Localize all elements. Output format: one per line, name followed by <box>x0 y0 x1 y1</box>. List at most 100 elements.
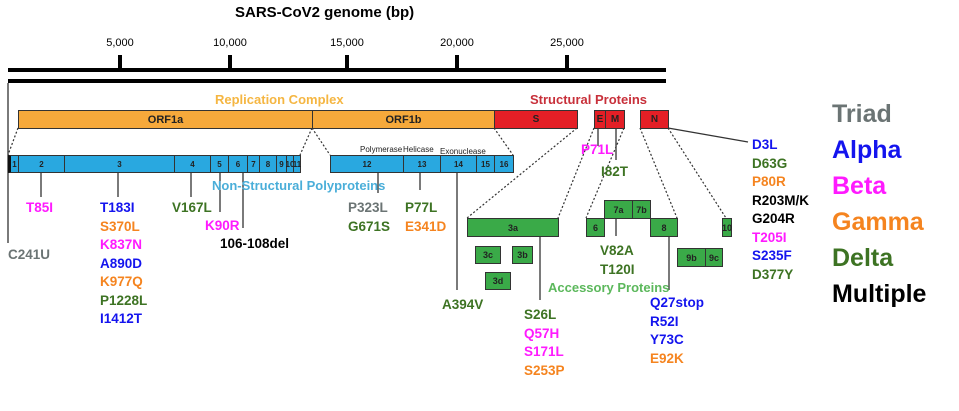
genome-line <box>8 79 666 83</box>
mutation-label: D63G <box>752 155 788 171</box>
mutation-label: S235F <box>752 248 792 263</box>
nsp2-segment: 2 <box>18 155 65 173</box>
m-mutation-list: I82T <box>601 163 628 182</box>
mutation-label: S370L <box>100 218 140 234</box>
mutation-label: P323L <box>348 200 388 215</box>
nsp14-mutation-list: A394V <box>442 296 483 315</box>
variant-legend: Triad Alpha Beta Gamma Delta Multiple <box>832 96 926 312</box>
mutation-label: R203M/K <box>752 192 810 208</box>
n-box: N <box>640 110 669 129</box>
nsp3-mutation-list: T183I S370L K837N A890D K977Q P1228L I1412T <box>100 199 147 329</box>
tick-label: 20,000 <box>440 37 474 49</box>
s-box: S <box>494 110 578 129</box>
mutation-label: Q27stop <box>650 295 705 310</box>
nsp6-segment: 6 <box>228 155 248 173</box>
replication-complex-label: Replication Complex <box>215 92 344 107</box>
legend-gamma: Gamma <box>832 208 924 236</box>
tick-label: 25,000 <box>550 37 584 49</box>
mutation-label: T183I <box>100 200 135 215</box>
mutation-label: S171L <box>524 344 564 359</box>
mutation-label: T120I <box>600 261 635 277</box>
nsp12-mutation-list: P323L G671S <box>348 199 390 236</box>
nsp5-mutation-list: K90R <box>205 217 240 236</box>
orf8-mutation-list: Q27stop R52I Y73C E92K <box>650 294 704 368</box>
mutation-label: K977Q <box>100 274 143 289</box>
orf3c-box: 3c <box>475 246 501 264</box>
zoom-lines <box>7 127 727 219</box>
polymerase-label: Polymerase <box>360 145 403 154</box>
mutation-label: D3L <box>752 137 778 152</box>
mutation-label: C241U <box>8 247 51 262</box>
tick-10000 <box>228 55 232 69</box>
mutation-label: I82T <box>601 164 629 179</box>
mutation-label: E92K <box>650 350 684 366</box>
mutation-label: P71L <box>581 142 614 157</box>
orf3b-box: 3b <box>512 246 533 264</box>
m-box: M <box>605 110 625 129</box>
orf7b-box: 7b <box>632 200 651 219</box>
legend-triad: Triad <box>832 100 892 128</box>
tick-20000 <box>455 55 459 69</box>
tick-label: 5,000 <box>106 37 134 49</box>
orf10-box: 10 <box>722 218 732 237</box>
legend-beta: Beta <box>832 172 887 200</box>
structural-proteins-label: Structural Proteins <box>530 92 648 107</box>
mutation-label: D377Y <box>752 266 794 282</box>
orf9b-box: 9b <box>677 248 706 267</box>
mutation-label: S26L <box>524 307 557 322</box>
e-mutation-list: P71L <box>581 141 613 160</box>
accessory-proteins-label: Accessory Proteins <box>548 280 670 295</box>
mutation-label: V82A <box>600 243 634 258</box>
mutation-label: G204R <box>752 211 795 226</box>
mutation-label: S253P <box>524 362 565 378</box>
nsp13-mutation-list: P77L E341D <box>405 199 446 236</box>
mutation-label: Y73C <box>650 332 684 347</box>
mutation-label: 106-108del <box>220 236 290 251</box>
mutation-label: A394V <box>442 297 484 312</box>
orf8-box: 8 <box>650 218 678 237</box>
nsp5-segment: 5 <box>210 155 229 173</box>
tick-15000 <box>345 55 349 69</box>
tick-5000 <box>118 55 122 69</box>
helicase-label: Helicase <box>403 145 434 154</box>
nsp2-mutation-list: T85I <box>26 199 53 218</box>
orf9c-box: 9c <box>705 248 723 267</box>
nsp8-segment: 8 <box>259 155 277 173</box>
axis-line <box>8 68 666 72</box>
mutation-label: P77L <box>405 200 438 215</box>
mutation-label: P80R <box>752 174 786 189</box>
leader-lines <box>7 83 749 300</box>
tick-label: 15,000 <box>330 37 364 49</box>
mutation-label: I1412T <box>100 311 143 326</box>
legend-delta: Delta <box>832 244 894 272</box>
mutation-label: T205I <box>752 229 787 245</box>
tick-25000 <box>565 55 569 69</box>
e-box: E <box>594 110 606 129</box>
nsp3-segment: 3 <box>64 155 175 173</box>
nsp13-segment: 13 <box>403 155 441 173</box>
mutation-label: A890D <box>100 255 143 271</box>
orf3d-box: 3d <box>485 272 511 290</box>
nsp4-mutation-list: V167L <box>172 199 212 218</box>
legend-alpha: Alpha <box>832 136 902 164</box>
mutation-label: R52I <box>650 313 679 329</box>
orf1b-box: ORF1b <box>312 110 495 129</box>
tick-label: 10,000 <box>213 37 247 49</box>
orf3a-box: 3a <box>467 218 559 237</box>
non-structural-label: Non-Structural Polyproteins <box>212 178 386 193</box>
mutation-label: K837N <box>100 237 143 252</box>
mutation-label: K90R <box>205 218 240 233</box>
mutation-label: V167L <box>172 200 212 215</box>
mutation-label: G671S <box>348 218 391 234</box>
orf3a-mutation-list: S26L Q57H S171L S253P <box>524 306 565 380</box>
nsp12-segment: 12 <box>330 155 404 173</box>
mutation-label: T85I <box>26 200 54 215</box>
nsp14-segment: 14 <box>440 155 477 173</box>
utr-mutation-list: C241U <box>8 246 50 265</box>
nsp4-segment: 4 <box>174 155 211 173</box>
orf1a-box: ORF1a <box>18 110 313 129</box>
orf7a-mutation-list: V82A T120I <box>600 242 635 279</box>
mutation-label: E341D <box>405 218 447 234</box>
